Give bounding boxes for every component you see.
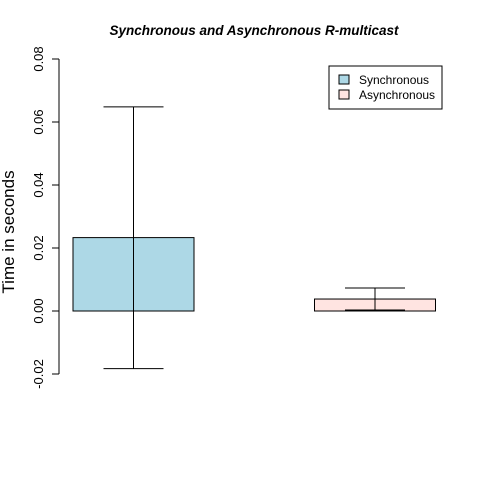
y-tick-label: 0.06	[31, 109, 46, 134]
y-axis-label: Time in seconds	[0, 170, 18, 293]
legend-swatch	[338, 74, 350, 85]
legend-label: Asynchronous	[359, 88, 435, 102]
legend-swatch	[338, 89, 350, 100]
y-tick-label: 0.00	[31, 298, 46, 323]
legend-label: Synchronous	[359, 73, 429, 87]
y-tick-label: -0.02	[31, 359, 46, 389]
legend-box	[328, 65, 443, 110]
bars	[72, 106, 436, 370]
y-tick-label: 0.02	[31, 235, 46, 260]
y-tick-label: 0.04	[31, 172, 46, 197]
y-tick-label: 0.08	[31, 46, 46, 71]
y-axis: -0.02 0.00 0.02 0.04 0.06 0.08	[31, 46, 60, 389]
chart-title: Synchronous and Asynchronous R-multicast	[109, 23, 399, 38]
